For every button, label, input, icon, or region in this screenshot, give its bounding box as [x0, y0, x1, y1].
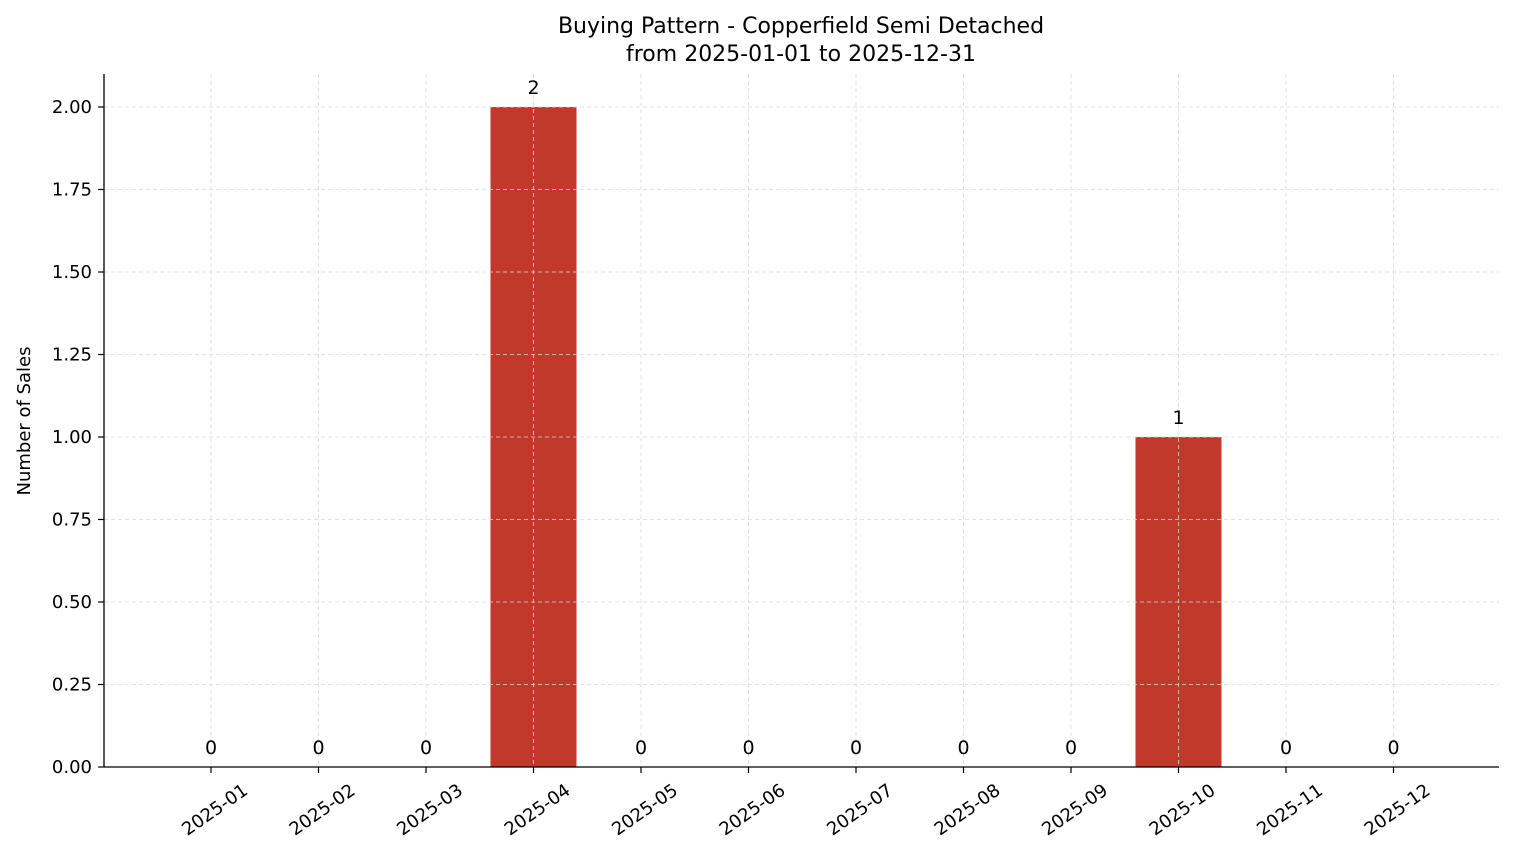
grid	[104, 74, 1499, 768]
x-tick-label: 2025-11	[1253, 780, 1327, 840]
bar-value-label: 0	[635, 737, 647, 759]
x-tick-label: 2025-10	[1146, 780, 1220, 840]
y-tick-label: 1.25	[52, 345, 92, 366]
y-tick-label: 0.25	[52, 675, 92, 696]
bar-value-label: 0	[1387, 737, 1399, 759]
chart-subtitle: from 2025-01-01 to 2025-12-31	[626, 42, 976, 67]
data-labels: 0 0 0 2 0 0 0 0 0 1 0 0	[205, 77, 1400, 759]
x-tick-label: 2025-12	[1361, 780, 1435, 840]
bar-value-label: 0	[205, 737, 217, 759]
x-tick-label: 2025-07	[823, 780, 897, 840]
x-tick-label: 2025-02	[286, 780, 360, 840]
bar-value-label: 0	[420, 737, 432, 759]
bar-value-label: 0	[957, 737, 969, 759]
x-tick-label: 2025-01	[178, 780, 252, 840]
bar-value-label: 0	[312, 737, 324, 759]
bar-value-label: 2	[527, 77, 539, 99]
x-tick-label: 2025-06	[716, 780, 790, 840]
y-tick-label: 1.50	[52, 262, 92, 283]
y-tick-label: 2.00	[52, 97, 92, 118]
x-tick-label: 2025-08	[931, 780, 1005, 840]
y-tick-label: 1.00	[52, 427, 92, 448]
y-axis-label: Number of Sales	[14, 346, 35, 495]
bar-value-label: 0	[850, 737, 862, 759]
bar-value-label: 0	[1065, 737, 1077, 759]
x-tick-label: 2025-03	[393, 780, 467, 840]
x-tick-label: 2025-05	[608, 780, 682, 840]
x-tick-label: 2025-09	[1038, 780, 1112, 840]
y-tick-label: 0.00	[52, 757, 92, 778]
y-tick-label: 0.75	[52, 510, 92, 531]
y-tick-label: 0.50	[52, 592, 92, 613]
bar-value-label: 0	[742, 737, 754, 759]
y-tick-label: 1.75	[52, 180, 92, 201]
bar-value-label: 0	[1280, 737, 1292, 759]
bar-value-label: 1	[1172, 407, 1184, 429]
x-tick-label: 2025-04	[501, 780, 575, 840]
axes: 0.00 0.25 0.50 0.75 1.00 1.25 1.50 1.75 2.00 2025…	[52, 74, 1499, 840]
chart-title: Buying Pattern - Copperfield Semi Detach…	[558, 14, 1044, 39]
